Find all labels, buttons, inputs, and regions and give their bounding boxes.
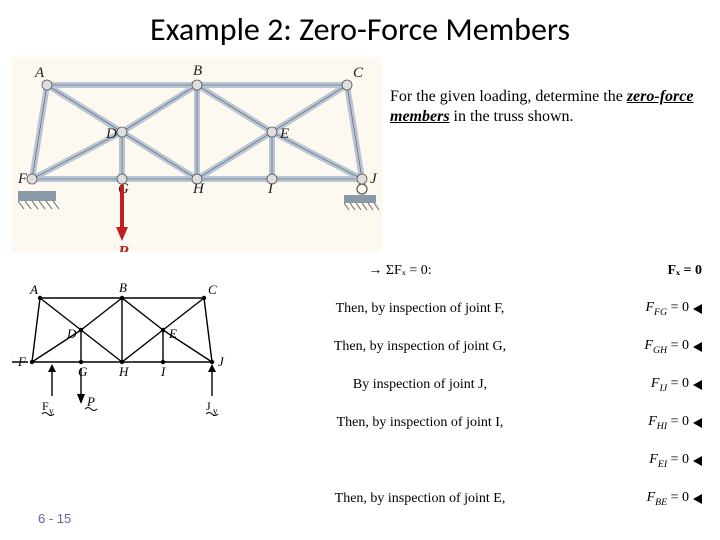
page-number: 6 - 15	[38, 511, 71, 526]
top-section: ABCDEFGHIJP For the given loading, deter…	[0, 57, 720, 252]
slide-title: Example 2: Zero-Force Members	[0, 0, 720, 57]
svg-text:C: C	[353, 65, 364, 81]
solution-row: Then, by inspection of joint F,FFG = 0	[238, 296, 702, 322]
svg-text:D: D	[105, 126, 117, 142]
solution-row: Then, by inspection of joint G,FGH = 0	[238, 334, 702, 360]
solution-result: FFG = 0	[602, 300, 702, 318]
answer-marker-icon	[693, 494, 702, 504]
solution-text: Then, by inspection of joint G,	[238, 339, 602, 355]
svg-text:E: E	[279, 126, 289, 142]
answer-marker-icon	[693, 456, 702, 466]
svg-text:P: P	[117, 242, 129, 252]
problem-text-1: For the given loading, determine the	[390, 88, 627, 105]
equilibrium-equation: → ΣFₓ = 0: Fₓ = 0	[238, 258, 702, 284]
answer-marker-icon	[693, 342, 702, 352]
solution-text: Then, by inspection of joint F,	[238, 301, 602, 317]
answer-marker-icon	[693, 380, 702, 390]
svg-text:J: J	[206, 399, 211, 413]
answer-marker-icon	[693, 418, 702, 428]
problem-statement: For the given loading, determine the zer…	[382, 57, 708, 127]
solution-text: Then, by inspection of joint I,	[238, 415, 602, 431]
svg-text:F: F	[42, 399, 49, 413]
solution-row: Then, by inspection of joint I,FHI = 0	[238, 410, 702, 436]
svg-text:A: A	[29, 282, 38, 297]
svg-text:P: P	[86, 394, 95, 409]
eq-right: Fₓ = 0	[667, 263, 702, 279]
solution-result: FBE = 0	[602, 490, 702, 508]
svg-text:E: E	[168, 326, 177, 341]
svg-text:I: I	[267, 181, 274, 197]
fbd-figure: ABCDEFGHIJFxFyJyP	[12, 278, 232, 438]
svg-text:G: G	[78, 364, 88, 379]
svg-text:x: x	[12, 351, 13, 361]
truss-figure: ABCDEFGHIJP	[12, 57, 382, 252]
solution-row: FEI = 0	[238, 448, 702, 474]
svg-text:C: C	[208, 282, 217, 297]
svg-text:F: F	[17, 171, 28, 187]
svg-text:J: J	[218, 354, 225, 369]
solution-text: Then, by inspection of joint E,	[238, 491, 602, 507]
solution-text: By inspection of joint J,	[238, 377, 602, 393]
solution-result: FIJ = 0	[602, 376, 702, 394]
svg-text:H: H	[118, 364, 129, 379]
svg-text:B: B	[193, 63, 202, 79]
solution-result: FHI = 0	[602, 414, 702, 432]
svg-text:A: A	[34, 65, 45, 81]
bottom-section: ABCDEFGHIJFxFyJyP → ΣFₓ = 0: Fₓ = 0 Then…	[0, 252, 720, 524]
solution-row: By inspection of joint J,FIJ = 0	[238, 372, 702, 398]
svg-text:D: D	[66, 326, 77, 341]
solution-result: FGH = 0	[602, 338, 702, 356]
svg-text:I: I	[160, 364, 166, 379]
solution-row: Then, by inspection of joint E,FBE = 0	[238, 486, 702, 512]
svg-text:H: H	[192, 181, 205, 197]
solution-column: → ΣFₓ = 0: Fₓ = 0 Then, by inspection of…	[232, 258, 708, 524]
answer-marker-icon	[693, 304, 702, 314]
svg-text:B: B	[119, 280, 127, 295]
solution-result: FEI = 0	[602, 452, 702, 470]
eq-left: → ΣFₓ = 0:	[238, 263, 562, 279]
problem-text-2: in the truss shown.	[450, 108, 574, 125]
